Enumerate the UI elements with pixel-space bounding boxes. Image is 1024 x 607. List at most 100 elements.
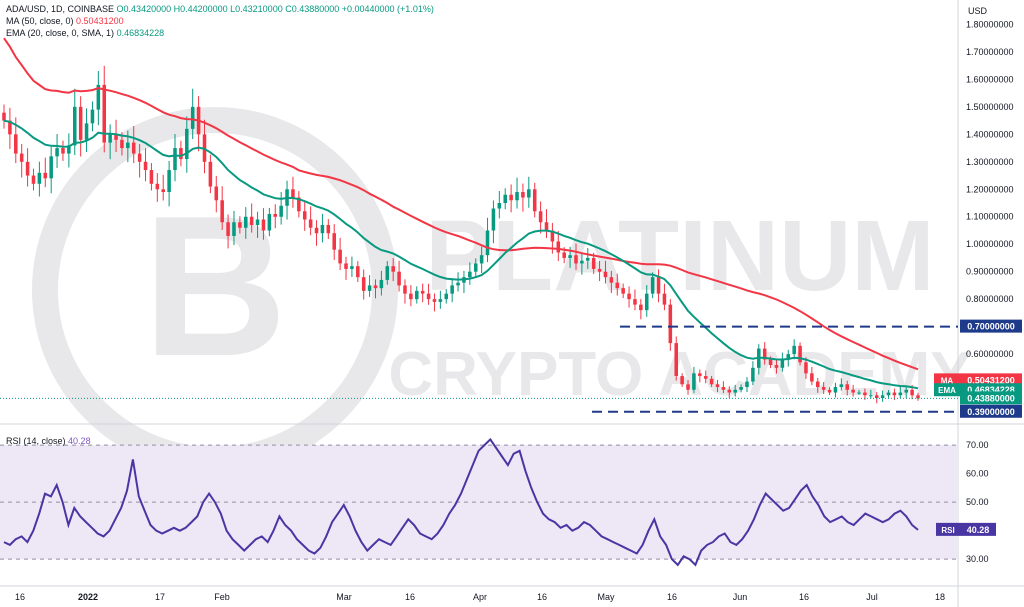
candle-body[interactable]	[444, 293, 449, 300]
ma50-line[interactable]	[3, 37, 919, 371]
candle-body[interactable]	[644, 293, 649, 311]
candle-body[interactable]	[137, 153, 142, 162]
candle-body[interactable]	[438, 299, 443, 302]
candle-body[interactable]	[550, 230, 555, 242]
candle-body[interactable]	[715, 384, 720, 388]
candle-body[interactable]	[703, 376, 708, 379]
candle-body[interactable]	[72, 106, 77, 146]
candle-body[interactable]	[662, 293, 667, 305]
candle-body[interactable]	[344, 263, 348, 269]
candle-body[interactable]	[373, 285, 378, 289]
candle-body[interactable]	[61, 148, 65, 154]
candle-body[interactable]	[208, 161, 213, 187]
candle-body[interactable]	[338, 249, 342, 264]
candle-body[interactable]	[108, 134, 112, 143]
candle-body[interactable]	[126, 142, 130, 149]
candle-body[interactable]	[609, 277, 614, 283]
candle-body[interactable]	[650, 277, 655, 294]
candle-body[interactable]	[904, 389, 908, 393]
candle-body[interactable]	[302, 211, 307, 220]
candle-body[interactable]	[37, 172, 42, 184]
candle-body[interactable]	[49, 156, 53, 179]
candle-body[interactable]	[25, 161, 30, 176]
candle-body[interactable]	[586, 257, 590, 261]
candle-body[interactable]	[279, 205, 283, 217]
candle-body[interactable]	[261, 219, 266, 231]
candle-body[interactable]	[839, 384, 844, 388]
candle-body[interactable]	[680, 376, 684, 385]
candle-body[interactable]	[356, 266, 360, 278]
candle-body[interactable]	[568, 255, 572, 258]
candle-body[interactable]	[544, 222, 549, 231]
candle-body[interactable]	[161, 189, 165, 193]
candle-body[interactable]	[851, 389, 855, 393]
candle-body[interactable]	[267, 214, 272, 231]
candle-body[interactable]	[762, 348, 767, 360]
candle-body[interactable]	[574, 255, 578, 264]
candle-body[interactable]	[857, 392, 861, 394]
candle-body[interactable]	[780, 359, 785, 368]
candle-body[interactable]	[627, 293, 631, 300]
candle-body[interactable]	[615, 282, 620, 289]
candle-body[interactable]	[409, 293, 413, 300]
candle-body[interactable]	[308, 219, 313, 228]
candle-body[interactable]	[521, 192, 525, 198]
candle-body[interactable]	[43, 172, 48, 179]
rsi-line[interactable]	[3, 437, 919, 567]
candle-body[interactable]	[774, 365, 779, 368]
candle-body[interactable]	[96, 84, 101, 110]
candle-body[interactable]	[385, 266, 390, 280]
candle-body[interactable]	[255, 219, 260, 225]
candle-body[interactable]	[332, 233, 336, 250]
candle-body[interactable]	[238, 222, 242, 228]
candle-body[interactable]	[768, 359, 773, 366]
candle-body[interactable]	[173, 148, 177, 171]
candle-body[interactable]	[167, 170, 171, 193]
symbol-name[interactable]: ADA/USD, 1D, COINBASE	[6, 4, 115, 14]
candle-body[interactable]	[131, 142, 136, 154]
candle-body[interactable]	[910, 389, 914, 396]
candle-body[interactable]	[14, 134, 18, 154]
candle-body[interactable]	[827, 389, 832, 393]
candle-body[interactable]	[226, 222, 230, 236]
candle-body[interactable]	[886, 392, 891, 396]
candle-body[interactable]	[456, 282, 460, 286]
candle-body[interactable]	[863, 392, 867, 396]
candle-body[interactable]	[149, 170, 154, 184]
candle-body[interactable]	[220, 200, 224, 223]
ma-indicator-legend[interactable]: MA (50, close, 0) 0.50431200	[6, 16, 124, 27]
candle-body[interactable]	[155, 183, 160, 190]
candle-body[interactable]	[792, 345, 796, 355]
candle-body[interactable]	[415, 290, 419, 300]
candle-body[interactable]	[798, 345, 802, 363]
candle-body[interactable]	[19, 153, 24, 162]
candle-body[interactable]	[916, 395, 920, 399]
candle-body[interactable]	[450, 285, 454, 294]
candle-body[interactable]	[556, 241, 561, 253]
candle-body[interactable]	[2, 112, 6, 121]
candle-body[interactable]	[350, 266, 354, 269]
candle-body[interactable]	[432, 299, 437, 302]
candle-body[interactable]	[468, 271, 472, 278]
candle-body[interactable]	[497, 203, 502, 209]
candle-body[interactable]	[815, 381, 820, 388]
candle-body[interactable]	[739, 387, 743, 390]
candle-body[interactable]	[898, 392, 903, 396]
candle-body[interactable]	[727, 389, 732, 393]
candle-body[interactable]	[479, 255, 484, 264]
candle-body[interactable]	[532, 189, 537, 212]
candle-body[interactable]	[249, 216, 254, 225]
candle-body[interactable]	[473, 263, 478, 272]
candle-body[interactable]	[143, 161, 148, 171]
candle-body[interactable]	[639, 304, 643, 311]
candle-body[interactable]	[869, 395, 873, 397]
candle-body[interactable]	[633, 299, 637, 305]
candle-body[interactable]	[84, 123, 89, 140]
candle-body[interactable]	[709, 378, 714, 385]
candle-body[interactable]	[214, 186, 219, 201]
candle-body[interactable]	[297, 197, 301, 212]
candle-body[interactable]	[721, 387, 726, 390]
candle-body[interactable]	[485, 230, 490, 256]
candle-body[interactable]	[538, 211, 543, 223]
